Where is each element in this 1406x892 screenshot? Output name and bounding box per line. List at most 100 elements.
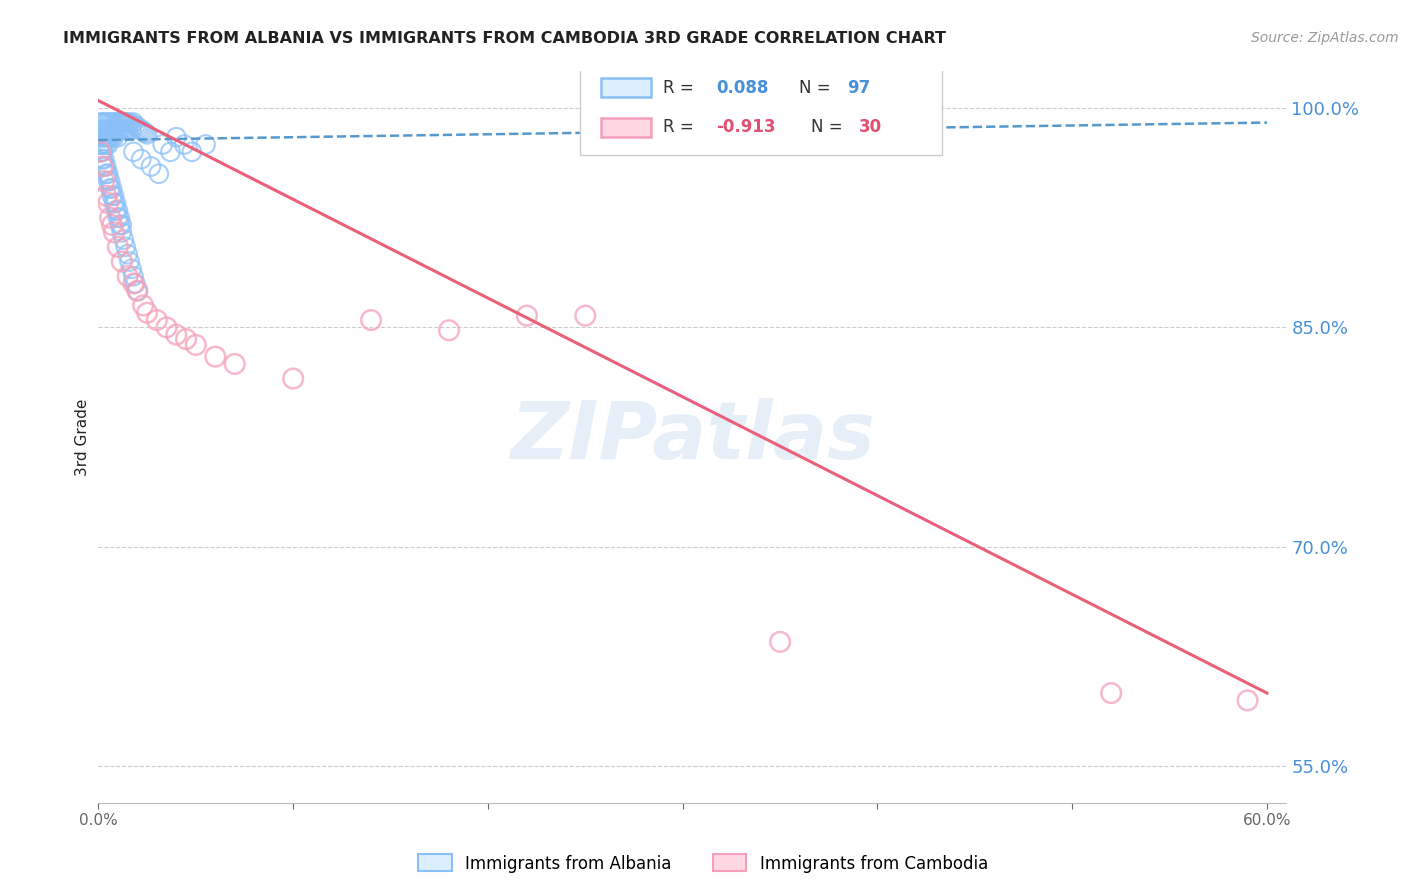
Point (104, 196, 127, 211)
Point (96, 137, 118, 152)
Point (107, 203, 129, 218)
Point (103, 115, 125, 129)
Text: R =: R = (662, 118, 699, 136)
Point (93, 137, 115, 152)
Point (108, 211, 131, 225)
Point (118, 254, 141, 268)
Point (89, 145, 111, 159)
FancyBboxPatch shape (579, 57, 942, 155)
Point (103, 188, 125, 202)
Point (91, 137, 114, 152)
Point (96, 123, 118, 137)
Text: -0.913: -0.913 (716, 118, 776, 136)
Point (107, 211, 129, 225)
Point (128, 121, 150, 136)
Point (574, 309, 596, 323)
Text: IMMIGRANTS FROM ALBANIA VS IMMIGRANTS FROM CAMBODIA 3RD GRADE CORRELATION CHART: IMMIGRANTS FROM ALBANIA VS IMMIGRANTS FR… (63, 31, 946, 46)
Point (104, 115, 127, 129)
Point (129, 152, 152, 166)
Point (108, 218, 131, 232)
Text: 97: 97 (846, 78, 870, 96)
Point (111, 254, 134, 268)
Point (136, 128, 159, 142)
Point (127, 284, 149, 298)
Point (93, 123, 115, 137)
Point (91, 145, 114, 159)
Point (96, 130, 118, 145)
Point (89, 145, 111, 159)
Point (101, 218, 124, 232)
Point (101, 115, 124, 129)
Point (121, 261, 143, 276)
Point (89, 137, 111, 152)
Point (117, 247, 139, 261)
Point (1099, 686, 1122, 700)
Point (98, 130, 121, 145)
Point (101, 181, 124, 195)
Point (111, 225, 134, 239)
Point (127, 284, 149, 298)
Text: ZIPatlas: ZIPatlas (510, 398, 875, 476)
Point (117, 115, 139, 129)
Point (97, 137, 120, 152)
Point (107, 240, 129, 254)
Point (97, 123, 120, 137)
Point (93, 115, 115, 129)
Point (91, 115, 114, 129)
Point (104, 123, 127, 137)
Point (165, 130, 187, 145)
Point (103, 130, 125, 145)
Point (121, 123, 143, 137)
Point (104, 203, 127, 218)
Point (89, 130, 111, 145)
Point (101, 130, 124, 145)
Point (146, 313, 169, 327)
Point (124, 119, 146, 133)
Point (96, 188, 118, 202)
Point (96, 160, 118, 174)
Point (360, 313, 382, 327)
Point (224, 357, 246, 371)
Point (107, 115, 129, 129)
Y-axis label: 3rd Grade: 3rd Grade (75, 399, 90, 475)
Point (111, 218, 134, 232)
FancyBboxPatch shape (600, 78, 651, 97)
Point (111, 123, 134, 137)
Point (114, 115, 136, 129)
Point (91, 152, 114, 166)
Point (129, 123, 152, 137)
Point (148, 167, 170, 181)
FancyBboxPatch shape (600, 118, 651, 136)
Point (93, 160, 115, 174)
Point (91, 130, 114, 145)
Point (174, 332, 197, 346)
Point (173, 137, 195, 152)
Legend: Immigrants from Albania, Immigrants from Cambodia: Immigrants from Albania, Immigrants from… (412, 847, 994, 880)
Point (180, 145, 202, 159)
Point (516, 309, 538, 323)
Point (159, 145, 181, 159)
Point (93, 130, 115, 145)
Point (122, 115, 145, 129)
Point (155, 320, 177, 334)
Point (108, 123, 131, 137)
Point (139, 160, 162, 174)
Point (184, 338, 207, 352)
Text: 30: 30 (859, 118, 882, 136)
Point (108, 115, 131, 129)
Point (93, 174, 115, 188)
Point (117, 269, 139, 284)
Point (114, 123, 136, 137)
Point (283, 371, 305, 385)
Text: R =: R = (662, 78, 699, 96)
Point (97, 196, 120, 211)
Point (97, 130, 120, 145)
Point (112, 233, 135, 247)
Point (112, 123, 135, 137)
Point (117, 123, 139, 137)
Text: N =: N = (811, 118, 848, 136)
Text: 0.088: 0.088 (716, 78, 769, 96)
Point (98, 181, 121, 195)
Point (91, 123, 114, 137)
Point (118, 115, 141, 129)
